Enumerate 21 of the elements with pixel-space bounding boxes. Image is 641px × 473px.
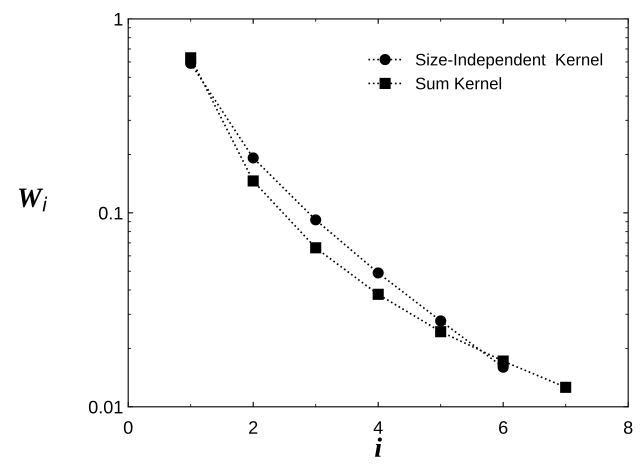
point <box>435 326 446 338</box>
y-tick-label: 1 <box>114 13 122 26</box>
x-tick-label: 4 <box>374 421 383 434</box>
point <box>310 242 322 254</box>
y-axis-title: W$_{i}$ <box>18 188 48 212</box>
x-tick-label: 2 <box>249 421 258 434</box>
point <box>560 382 572 393</box>
x-tick-label: 0 <box>124 421 133 434</box>
y-tick-label: 0.1 <box>98 206 122 220</box>
x-tick-label: 6 <box>499 421 508 434</box>
point <box>310 214 322 226</box>
point <box>248 152 259 164</box>
point <box>248 175 259 187</box>
legend-label: Size-Independent Kernel <box>416 53 602 69</box>
x-axis-title: i <box>375 438 382 457</box>
point <box>435 315 446 327</box>
y-tick-label: 0.01 <box>88 400 122 414</box>
legend-label: Sum Kernel <box>416 77 502 90</box>
x-tick-label: 8 <box>624 421 632 434</box>
point <box>372 267 384 278</box>
point <box>372 288 384 300</box>
